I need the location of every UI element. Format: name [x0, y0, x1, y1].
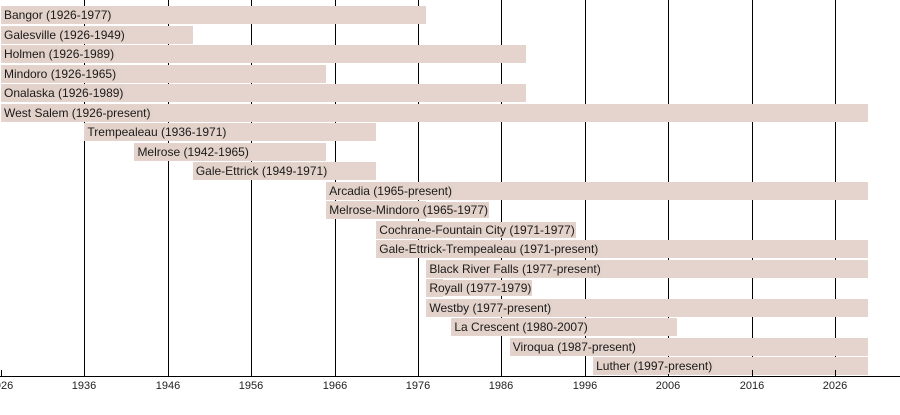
- axis-tick-1976: [418, 370, 419, 377]
- gridline-1946: [168, 0, 169, 376]
- timeline-row[interactable]: Bangor (1926-1977): [0, 5, 900, 25]
- timeline-bar[interactable]: [1, 45, 527, 63]
- axis-tick-2026: [835, 370, 836, 377]
- timeline-row[interactable]: Mindoro (1926-1965): [0, 64, 900, 84]
- timeline-bar-label: Onalaska (1926-1989): [3, 85, 125, 101]
- timeline-bar[interactable]: [1, 103, 869, 122]
- axis-tick-label-1946: 1946: [155, 380, 181, 392]
- timeline-row[interactable]: Westby (1977-present): [0, 298, 900, 318]
- timeline-bar-label: Black River Falls (1977-present): [428, 260, 602, 277]
- axis-tick-label-1976: 1976: [405, 380, 431, 392]
- timeline-row[interactable]: West Salem (1926-present): [0, 103, 900, 123]
- timeline-row[interactable]: Black River Falls (1977-present): [0, 259, 900, 279]
- timeline-row[interactable]: Arcadia (1965-present): [0, 181, 900, 201]
- axis-tick-label-1986: 1986: [488, 380, 514, 392]
- timeline-bar-label: La Crescent (1980-2007): [453, 319, 589, 335]
- timeline-bar-label: West Salem (1926-present): [3, 104, 152, 121]
- gridline-1936: [84, 0, 85, 376]
- axis-tick-label-1956: 1956: [238, 380, 264, 392]
- timeline-bar-label: Westby (1977-present): [428, 299, 553, 316]
- timeline-bar-label: Bangor (1926-1977): [3, 7, 113, 23]
- timeline-row[interactable]: Melrose-Mindoro (1965-1977): [0, 200, 900, 220]
- gridline-1956: [251, 0, 252, 376]
- x-axis-line: [0, 376, 900, 377]
- axis-tick-1926: [1, 370, 2, 377]
- timeline-row[interactable]: Trempealeau (1936-1971): [0, 122, 900, 142]
- axis-tick-label-1926: 1926: [0, 380, 14, 392]
- axis-tick-1936: [84, 370, 85, 377]
- axis-tick-label-1966: 1966: [322, 380, 348, 392]
- timeline-row[interactable]: Melrose (1942-1965): [0, 142, 900, 162]
- timeline-row[interactable]: Onalaska (1926-1989): [0, 83, 900, 103]
- timeline-bar-label: Mindoro (1926-1965): [3, 65, 118, 82]
- axis-tick-label-2026: 2026: [822, 380, 848, 392]
- timeline-bar-label: Gale-Ettrick (1949-1971): [194, 163, 329, 179]
- axis-tick-label-2016: 2016: [739, 380, 765, 392]
- axis-tick-1956: [251, 370, 252, 377]
- timeline-bar-label: Viroqua (1987-present): [511, 338, 637, 355]
- axis-tick-label-2006: 2006: [655, 380, 681, 392]
- timeline-row[interactable]: Royall (1977-1979): [0, 278, 900, 298]
- axis-tick-2016: [752, 370, 753, 377]
- timeline-row[interactable]: Galesville (1926-1949): [0, 25, 900, 45]
- timeline-bar-label: Trempealeau (1936-1971): [86, 124, 228, 140]
- timeline-row[interactable]: Gale-Ettrick-Trempealeau (1971-present): [0, 239, 900, 259]
- timeline-bar-label: Arcadia (1965-present): [328, 182, 453, 199]
- timeline-row[interactable]: La Crescent (1980-2007): [0, 317, 900, 337]
- timeline-bar-label: Holmen (1926-1989): [3, 46, 116, 62]
- timeline-bar[interactable]: [1, 84, 527, 102]
- axis-tick-1996: [585, 370, 586, 377]
- timeline-bar-label: Melrose (1942-1965): [136, 143, 250, 160]
- timeline-row[interactable]: Luther (1997-present): [0, 356, 900, 376]
- axis-tick-1966: [335, 370, 336, 377]
- timeline-row[interactable]: Viroqua (1987-present): [0, 337, 900, 357]
- timeline-bar-label: Gale-Ettrick-Trempealeau (1971-present): [378, 241, 600, 257]
- timeline-bar-label: Cochrane-Fountain City (1971-1977): [378, 221, 576, 238]
- axis-tick-1986: [501, 370, 502, 377]
- timeline-bar-label: Melrose-Mindoro (1965-1977): [328, 202, 489, 218]
- timeline-bar[interactable]: [326, 181, 869, 200]
- timeline-row[interactable]: Holmen (1926-1989): [0, 44, 900, 64]
- timeline-bar-label: Galesville (1926-1949): [3, 26, 126, 43]
- plot-area: Bangor (1926-1977) Galesville (1926-1949)…: [0, 0, 900, 376]
- axis-tick-label-1996: 1996: [572, 380, 598, 392]
- timeline-bar-label: Luther (1997-present): [595, 358, 714, 374]
- timeline-row[interactable]: Gale-Ettrick (1949-1971): [0, 161, 900, 181]
- timeline-row[interactable]: Cochrane-Fountain City (1971-1977): [0, 220, 900, 240]
- timeline-bar-label: Royall (1977-1979): [428, 280, 533, 296]
- axis-tick-1946: [168, 370, 169, 377]
- axis-tick-label-1936: 1936: [71, 380, 97, 392]
